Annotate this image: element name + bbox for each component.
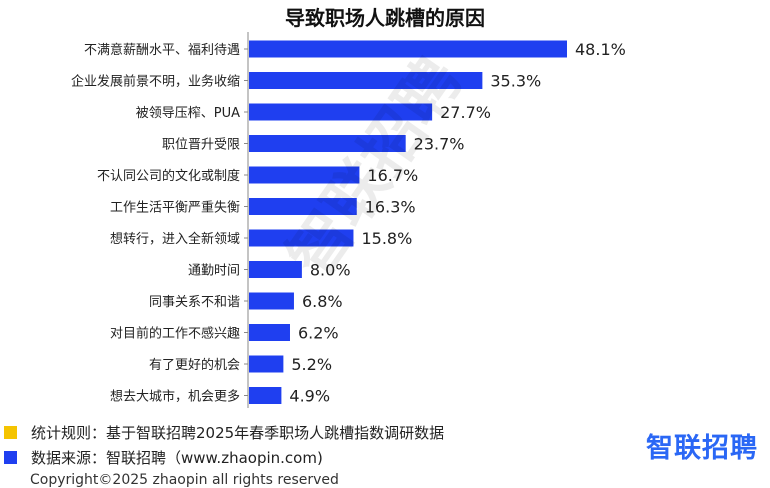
bar-chart: 不满意薪酬水平、福利待遇 48.1% 企业发展前景不明，业务收缩 35.3% 被领导压榨… (71, 32, 626, 408)
category-label: 工作生活平衡严重失衡 (110, 200, 240, 216)
value-label: 4.9% (289, 387, 330, 406)
category-label: 职位晋升受限 (162, 138, 240, 153)
category-label: 对目前的工作不感兴趣 (110, 326, 240, 342)
value-label: 6.2% (298, 324, 339, 343)
value-label: 15.8% (361, 229, 412, 248)
bar (249, 103, 433, 121)
footnote-stat-rule-text: 统计规则：基于智联招聘2025年春季职场人跳槽指数调研数据 (31, 424, 445, 442)
footnote-data-source: 数据来源：智联招聘（www.zhaopin.com) (4, 447, 323, 468)
footnote-yellow-marker (4, 426, 17, 439)
bar (249, 72, 483, 89)
bar (249, 40, 567, 58)
bar (249, 292, 294, 310)
value-label: 35.3% (490, 72, 541, 91)
value-label: 27.7% (440, 103, 491, 122)
value-label: 6.8% (302, 292, 343, 311)
bar (249, 387, 282, 404)
value-label: 16.7% (367, 166, 418, 185)
value-label: 5.2% (291, 355, 332, 374)
value-label: 23.7% (414, 135, 465, 154)
category-label: 企业发展前景不明，业务收缩 (71, 74, 240, 90)
category-label: 通勤时间 (188, 264, 240, 279)
bar (249, 324, 290, 341)
category-label: 不认同公司的文化或制度 (97, 168, 240, 184)
value-label: 8.0% (310, 261, 351, 280)
category-label: 有了更好的机会 (149, 357, 240, 373)
category-label: 被领导压榨、PUA (136, 105, 240, 121)
bar (249, 135, 406, 152)
chart-title: 导致职场人跳槽的原因 (285, 6, 485, 30)
category-label: 同事关系不和谐 (149, 295, 240, 310)
bar (249, 261, 302, 278)
footnote-blue-marker (4, 451, 17, 464)
value-label: 16.3% (365, 198, 416, 217)
copyright-text: Copyright©2025 zhaopin all rights reserv… (30, 472, 339, 488)
value-label: 48.1% (575, 40, 626, 59)
category-label: 不满意薪酬水平、福利待遇 (84, 42, 240, 58)
footnote-stat-rule: 统计规则：基于智联招聘2025年春季职场人跳槽指数调研数据 (4, 422, 444, 443)
bar (249, 355, 284, 373)
footnote-data-source-text: 数据来源：智联招聘（www.zhaopin.com) (31, 449, 323, 467)
category-label: 想转行，进入全新领域 (110, 231, 240, 247)
bar (249, 229, 354, 247)
bar (249, 198, 357, 215)
zhaopin-logo: 智联招聘 (646, 433, 758, 464)
bar (249, 166, 360, 184)
category-label: 想去大城市，机会更多 (110, 389, 240, 405)
